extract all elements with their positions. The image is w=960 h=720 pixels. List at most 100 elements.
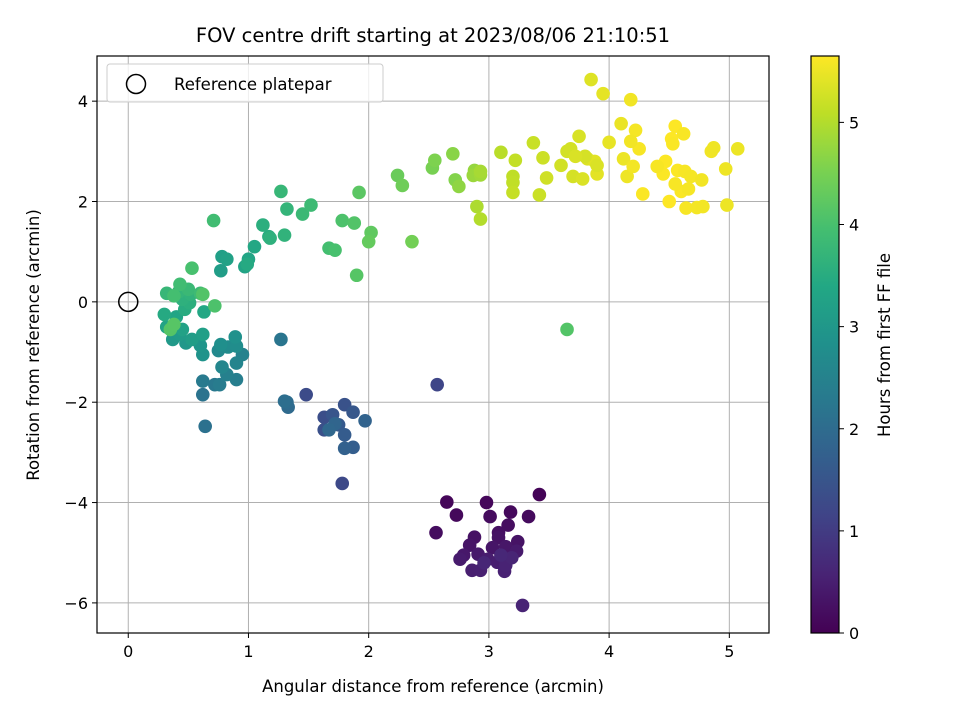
data-point [526,136,541,150]
data-point [185,261,199,276]
data-point [521,509,536,524]
data-point [578,149,592,164]
data-point [304,198,318,212]
data-point [185,332,199,347]
data-point [628,123,643,138]
data-point [662,194,677,209]
data-point [322,422,336,437]
data-point [506,185,520,200]
data-point [554,158,568,173]
data-point [337,428,352,442]
legend: Reference platepar [106,63,384,103]
legend-marker-reference [125,73,147,95]
data-point [532,188,547,202]
data-point [508,153,523,168]
data-point [335,476,350,491]
y-tick-label: 4 [78,92,88,111]
data-point [584,72,598,87]
data-point [491,530,506,545]
data-point [650,159,665,174]
data-point [706,141,721,155]
data-point [506,175,520,190]
data-point [206,213,221,228]
colorbar-tick-label: 5 [849,113,859,132]
data-point [596,86,610,101]
data-point [429,525,443,540]
colorbar-bar [810,55,840,634]
x-tick-label: 0 [123,642,133,661]
data-point [560,322,574,337]
data-point [440,495,454,509]
plot-frame [96,55,770,634]
data-point [263,231,277,245]
data-point [347,216,362,230]
data-point [214,263,228,278]
legend-box [106,63,384,103]
data-point [473,212,488,226]
data-point [539,171,554,185]
data-point [208,299,222,313]
data-point [730,142,745,156]
data-point [157,307,172,322]
data-point [167,289,181,303]
data-point [590,158,604,173]
data-point [229,356,244,370]
data-point [720,198,734,212]
data-point [449,508,464,522]
data-point [614,116,628,131]
colorbar-label: Hours from first FF file [875,253,894,437]
data-point [477,555,491,570]
data-point [346,405,360,420]
data-point [395,178,410,193]
data-point [479,495,494,510]
legend-entry-reference: Reference platepar [174,75,332,94]
chart-title: FOV centre drift starting at 2023/08/06 … [196,24,670,47]
data-point [173,277,187,292]
x-tick-label: 5 [724,642,734,661]
data-point [228,330,243,344]
data-point [684,169,698,184]
data-point [620,169,634,184]
plot-area: 0 1 2 3 4 5 −6 −4 −2 0 2 4 [64,55,770,661]
data-point [215,360,229,374]
data-point [337,441,352,456]
y-tick-label: 0 [78,293,88,312]
data-point [167,317,181,332]
data-point [681,182,696,196]
data-point [430,377,445,392]
data-point [483,509,497,524]
colorbar-tick-label: 4 [849,216,859,235]
data-point [575,172,590,186]
data-point [532,487,547,502]
data-point [494,145,508,160]
data-point [501,518,515,532]
data-point [453,552,467,567]
data-point [195,287,210,302]
data-point [197,305,211,319]
data-point [405,234,419,249]
data-point [358,413,372,428]
y-tick-label: −2 [64,393,88,412]
data-point [473,164,488,179]
data-point [503,505,518,519]
data-point [462,538,477,552]
x-tick-label: 1 [243,642,253,661]
data-point [668,177,683,191]
data-point [335,213,350,228]
data-point [572,129,586,144]
data-point [247,239,262,254]
data-point [195,387,210,402]
data-point [504,550,519,565]
data-point [240,257,255,272]
data-point [694,173,709,187]
x-tick-label: 4 [604,642,614,661]
data-point [256,218,270,232]
x-tick-label: 2 [364,642,374,661]
x-tick-label: 3 [484,642,494,661]
data-point [446,147,460,161]
data-point [274,332,288,347]
data-point [280,202,294,216]
data-point [295,207,310,221]
data-point [220,252,234,267]
